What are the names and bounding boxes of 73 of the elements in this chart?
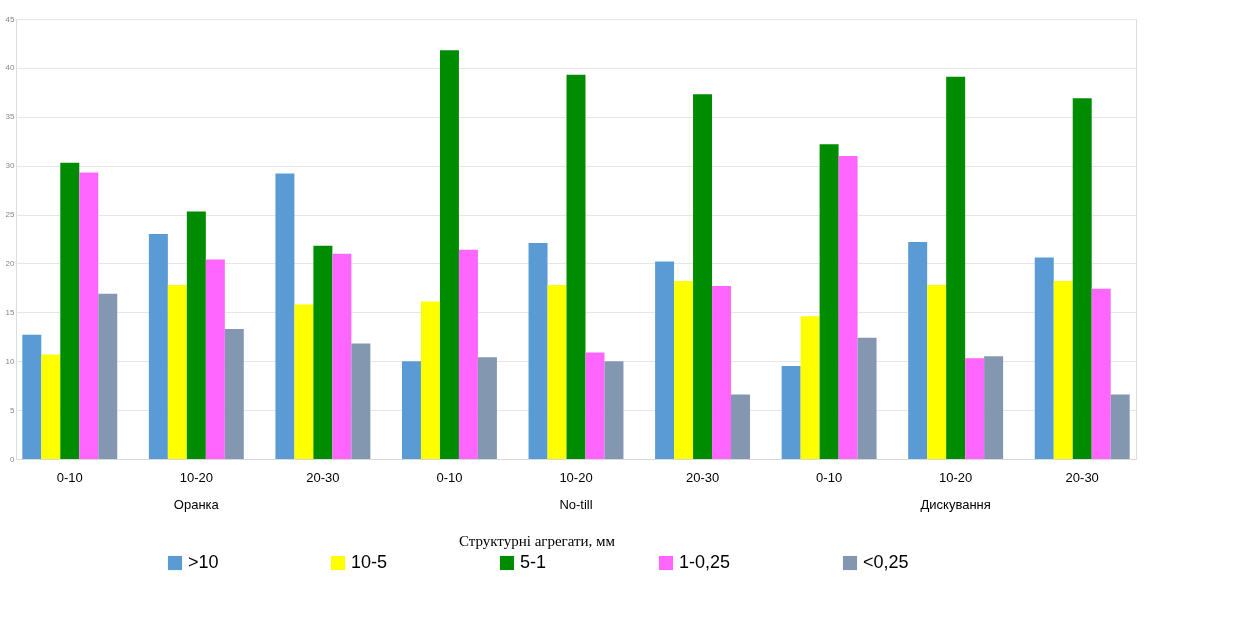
y-tick-label: 15: [5, 307, 16, 317]
bar: [857, 337, 877, 459]
bar: [313, 245, 333, 459]
bar: [927, 284, 947, 459]
x-tick-label: 10-20: [939, 469, 973, 485]
bar: [674, 281, 694, 459]
bar: [655, 261, 675, 459]
legend-label: >10: [188, 552, 219, 572]
bar: [332, 253, 352, 459]
bar: [420, 301, 440, 459]
bar: [1091, 288, 1111, 459]
bar: [401, 361, 421, 459]
bar: [148, 234, 168, 459]
bar: [224, 328, 244, 459]
bar: [294, 304, 314, 459]
x-tick-label: 20-30: [306, 469, 340, 485]
legend-label: <0,25: [863, 552, 909, 572]
bar: [22, 334, 42, 459]
x-tick-label: 10-20: [559, 469, 593, 485]
y-tick-label: 0: [10, 454, 16, 464]
bar: [186, 211, 206, 459]
bar: [604, 361, 624, 459]
bar: [712, 285, 732, 459]
bar: [351, 343, 371, 459]
y-tick-label: 30: [5, 161, 16, 171]
text: Оранка: [173, 497, 220, 512]
x-tick-label: 10-20: [179, 469, 213, 485]
bar: [566, 74, 586, 459]
bar: [1053, 281, 1073, 459]
y-tick-label: 45: [5, 14, 16, 24]
bar: [275, 173, 295, 459]
bar: [439, 50, 459, 459]
bar: [528, 242, 548, 459]
bar: [838, 155, 858, 459]
bar: [946, 76, 966, 459]
bar: [731, 394, 751, 459]
bar: [1072, 98, 1092, 459]
x-tick-label: 20-30: [1065, 469, 1099, 485]
bar: [477, 357, 497, 459]
x-tick-label: 20-30: [685, 469, 720, 485]
text: Дискування: [920, 497, 991, 512]
y-tick-label: 20: [5, 258, 16, 268]
bar: [41, 354, 61, 459]
bar: [965, 358, 985, 459]
bar: [1110, 394, 1130, 459]
y-tick-label: 25: [5, 210, 16, 220]
bar: [781, 366, 801, 459]
bar: [167, 284, 187, 459]
y-tick-label: 40: [5, 63, 16, 73]
y-tick-label: 35: [5, 112, 16, 122]
bar: [693, 94, 713, 459]
y-tick-label: 10: [5, 356, 16, 366]
bar: [800, 316, 820, 459]
bar: [60, 162, 80, 459]
x-tick-label: 0-10: [56, 469, 83, 485]
bar: [908, 241, 928, 459]
bar: [984, 356, 1004, 459]
bar: [458, 249, 478, 459]
x-tick-label: 0-10: [436, 469, 463, 485]
x-tick-label: 0-10: [816, 469, 843, 485]
bar: [547, 284, 567, 459]
bar: [585, 352, 605, 459]
legend-title: Структурні агрегати, мм: [458, 533, 616, 549]
bar: [205, 259, 225, 459]
legend-label: 10-5: [351, 552, 388, 572]
legend-label: 5-1: [520, 552, 547, 572]
bar: [1034, 257, 1054, 459]
bar: [819, 144, 839, 459]
legend-label: 1-0,25: [679, 552, 731, 572]
text: No-till: [559, 497, 593, 512]
bar: [79, 172, 99, 459]
y-tick-label: 5: [10, 405, 16, 415]
bar: [98, 293, 118, 459]
